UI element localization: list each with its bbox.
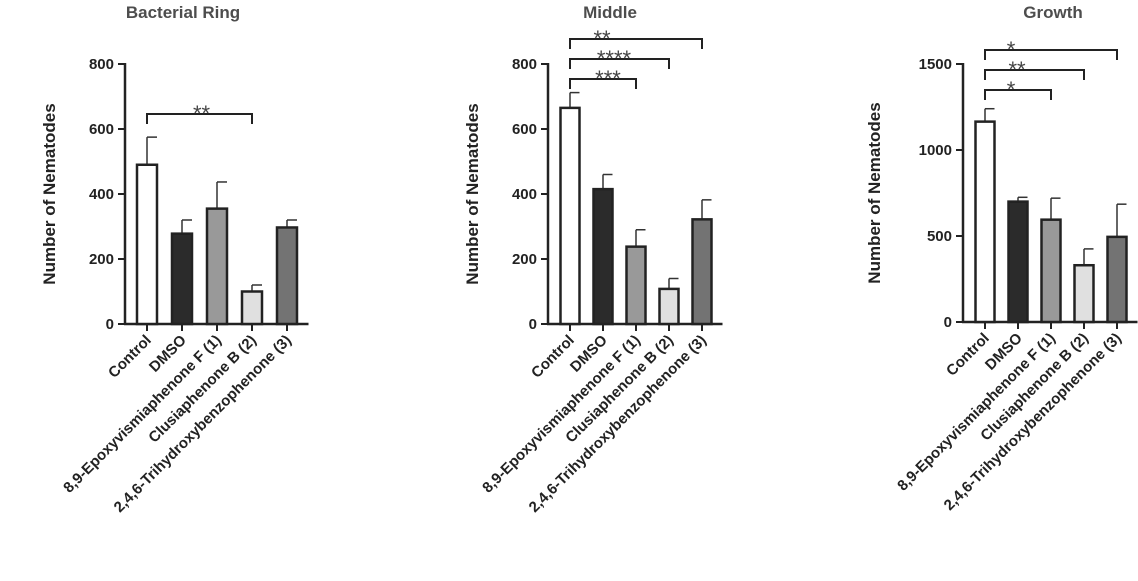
bar-control [135, 163, 159, 326]
bar-dmso [170, 232, 194, 326]
significance-bracket [984, 49, 1118, 60]
y-tick-label: 600 [89, 121, 114, 138]
chart-title: Middle [583, 3, 637, 22]
significance-bracket [984, 89, 1052, 100]
bar-2-4-6-trihydroxybenzophenone-3- [275, 226, 299, 326]
y-tick-label: 0 [106, 316, 114, 333]
y-axis-label: Number of Nematodes [865, 102, 884, 283]
significance-label: ** [193, 101, 211, 126]
y-tick-label: 800 [89, 56, 114, 73]
bar-clusiaphenone-b-2- [240, 290, 264, 326]
significance-label: ** [593, 26, 611, 51]
chart-panel-2: Middle Number of Nematodes 0 200 400 600 800 Co… [463, 3, 723, 516]
y-tick-label: 400 [89, 186, 114, 203]
bar-8-9-epoxyvismiaphenone-f-1- [205, 207, 229, 326]
category-label: Control [943, 330, 993, 380]
bar-dmso [592, 187, 614, 326]
y-tick-label: 0 [944, 314, 952, 331]
significance-label: **** [597, 46, 632, 71]
y-tick-label: 0 [529, 316, 537, 333]
significance-bracket [984, 69, 1085, 80]
y-tick-label: 400 [512, 186, 537, 203]
bar-8-9-epoxyvismiaphenone-f-1- [1040, 218, 1062, 324]
category-label: Control [528, 332, 578, 382]
bar-2-4-6-trihydroxybenzophenone-3- [691, 218, 713, 326]
bar-control [974, 120, 996, 324]
chart-panel-1: Bacterial Ring Number of Nematodes 0 200 400… [40, 3, 309, 516]
bar-clusiaphenone-b-2- [658, 287, 680, 326]
bar-2-4-6-trihydroxybenzophenone-3- [1106, 235, 1128, 324]
bar-clusiaphenone-b-2- [1073, 263, 1095, 324]
y-tick-label: 1000 [919, 142, 952, 159]
significance-label: * [1007, 77, 1016, 102]
y-tick-label: 500 [927, 228, 952, 245]
y-axis-label: Number of Nematodes [463, 103, 482, 284]
significance-label: ** [1008, 57, 1026, 82]
significance-label: *** [595, 66, 621, 91]
y-tick-label: 200 [89, 251, 114, 268]
category-label: Control [105, 332, 155, 382]
significance-bracket [569, 58, 670, 69]
y-tick-label: 800 [512, 56, 537, 73]
y-tick-label: 600 [512, 121, 537, 138]
significance-bracket [569, 38, 703, 49]
significance-bracket [569, 78, 637, 89]
bar-control [559, 106, 581, 326]
chart-title: Growth [1023, 3, 1083, 22]
significance-bracket [146, 113, 253, 124]
y-tick-label: 1500 [919, 56, 952, 73]
bar-dmso [1007, 200, 1029, 324]
y-axis-label: Number of Nematodes [40, 103, 59, 284]
chart-panel-3: Growth Number of Nematodes 0 500 1000 1500 Con… [865, 3, 1138, 514]
bar-8-9-epoxyvismiaphenone-f-1- [625, 245, 647, 326]
chart-title: Bacterial Ring [126, 3, 240, 22]
significance-label: * [1007, 37, 1016, 62]
y-tick-label: 200 [512, 251, 537, 268]
